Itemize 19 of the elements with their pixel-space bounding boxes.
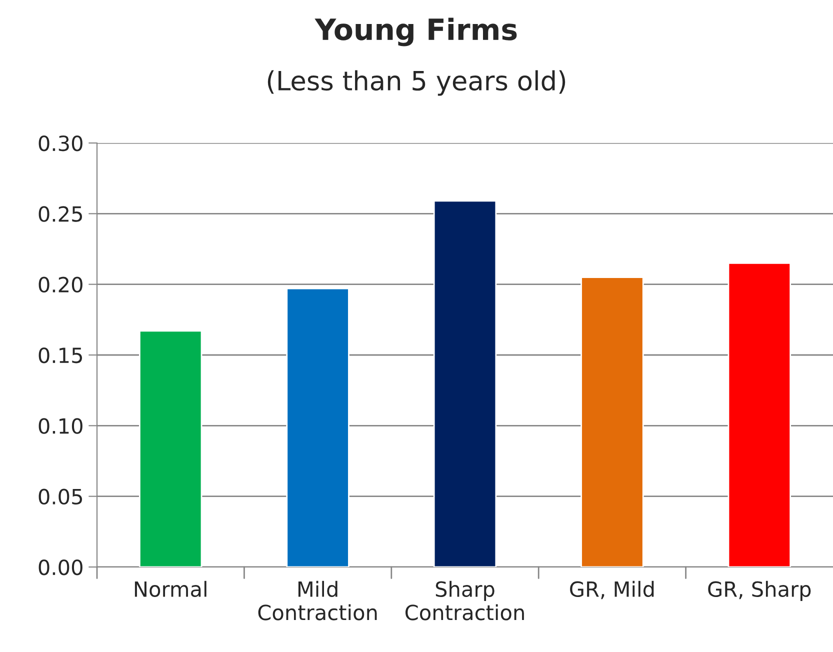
bar <box>433 200 497 567</box>
chart-title: Young Firms <box>314 18 517 46</box>
y-tick-label: 0.30 <box>38 135 82 152</box>
bar <box>580 276 644 567</box>
y-tick-label: 0.25 <box>38 206 82 222</box>
x-tick-label: Sharp Contraction <box>405 580 524 620</box>
y-tick-label: 0.20 <box>38 276 82 293</box>
bar <box>138 330 202 567</box>
y-tick-label: 0.15 <box>38 347 82 364</box>
x-tick-label: GR, Mild <box>570 580 654 600</box>
chart-subtitle: (Less than 5 years old) <box>268 70 566 96</box>
x-tick-label: Mild Contraction <box>258 580 377 620</box>
y-tick-label: 0.10 <box>38 418 82 434</box>
y-tick-label: 0.00 <box>38 559 82 576</box>
x-tick-label: GR, Sharp <box>708 580 811 602</box>
bar <box>728 262 792 567</box>
bar <box>286 288 350 567</box>
y-tick-label: 0.05 <box>38 488 82 505</box>
x-tick-label: Normal <box>134 580 206 598</box>
